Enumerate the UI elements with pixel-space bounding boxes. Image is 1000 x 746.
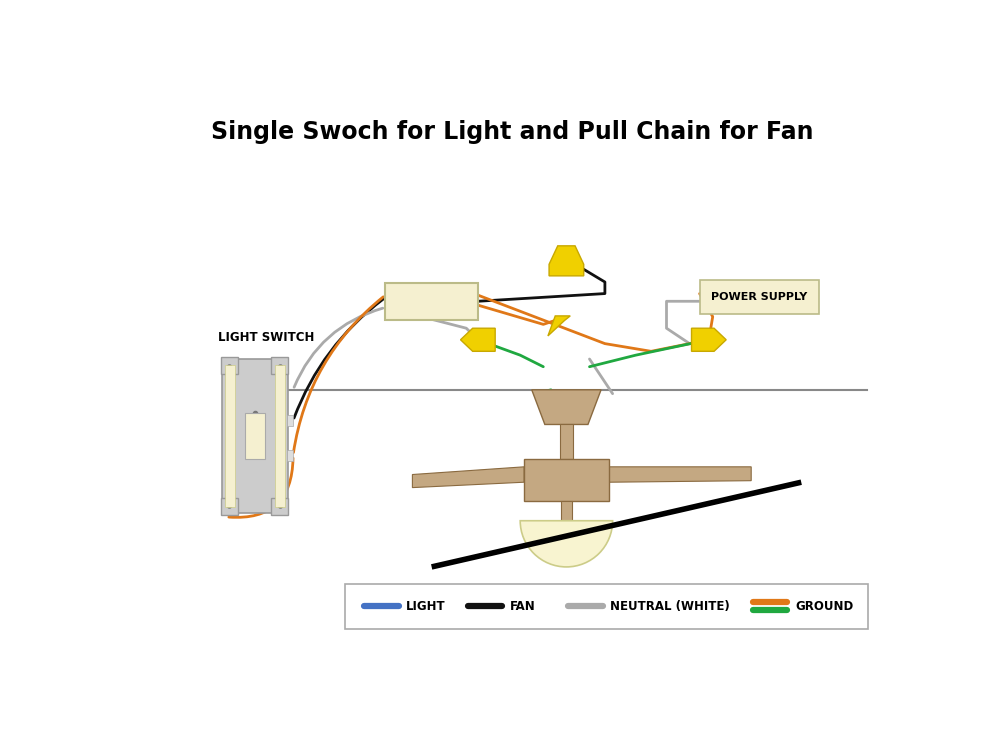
Text: LIGHT: LIGHT [406,600,446,612]
FancyBboxPatch shape [221,498,238,515]
Polygon shape [609,467,751,482]
Wedge shape [520,521,613,567]
FancyBboxPatch shape [245,413,265,459]
FancyBboxPatch shape [225,366,235,507]
Text: FAN: FAN [510,600,536,612]
Polygon shape [412,467,524,488]
FancyBboxPatch shape [700,280,819,314]
FancyBboxPatch shape [560,424,573,459]
Text: LIGHT SWITCH: LIGHT SWITCH [218,331,315,344]
Polygon shape [549,246,584,276]
FancyBboxPatch shape [275,366,285,507]
FancyBboxPatch shape [345,584,868,629]
FancyBboxPatch shape [287,450,293,461]
Text: POWER SUPPLY: POWER SUPPLY [711,292,807,302]
FancyBboxPatch shape [561,501,572,521]
FancyBboxPatch shape [271,498,288,515]
Text: NEUTRAL (WHITE): NEUTRAL (WHITE) [610,600,730,612]
FancyBboxPatch shape [287,416,293,426]
FancyBboxPatch shape [222,359,288,513]
Polygon shape [548,316,570,336]
FancyBboxPatch shape [271,357,288,374]
Polygon shape [692,328,726,351]
Polygon shape [532,390,601,424]
FancyBboxPatch shape [221,357,238,374]
Text: Single Swoch for Light and Pull Chain for Fan: Single Swoch for Light and Pull Chain fo… [211,120,814,144]
FancyBboxPatch shape [524,459,609,501]
Polygon shape [461,328,495,351]
FancyBboxPatch shape [385,283,478,320]
Text: GROUND: GROUND [795,600,853,612]
